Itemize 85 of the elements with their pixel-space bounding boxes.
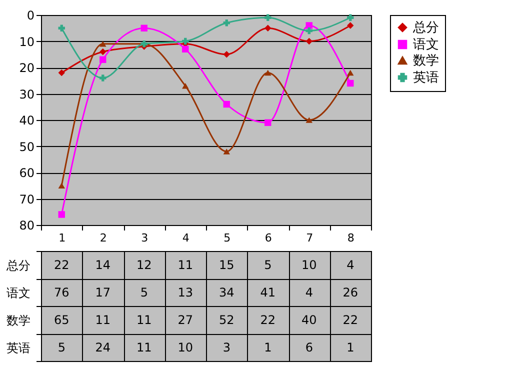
point (182, 46, 189, 52)
data-label: 6 (305, 340, 313, 354)
data-label: 10 (178, 340, 194, 354)
y-tick-label: 0 (26, 8, 34, 22)
x-tick-label: 7 (306, 232, 314, 244)
data-label: 27 (178, 312, 194, 327)
point (58, 69, 65, 76)
y-tick-label: 80 (19, 218, 34, 232)
text: 总分 (6, 258, 30, 272)
x-tick-label: 1 (58, 232, 66, 244)
y-tick-label: 50 (19, 140, 34, 154)
data-label: 22 (342, 312, 358, 327)
data-label: 5 (264, 258, 272, 272)
data-label: 76 (54, 285, 70, 300)
point (58, 24, 65, 32)
data-label: 41 (260, 285, 276, 300)
data-label: 11 (178, 258, 194, 272)
y-tick-label: 70 (19, 192, 34, 206)
data-label: 17 (95, 285, 111, 300)
point (223, 100, 230, 108)
point (347, 70, 354, 76)
text: 数学 (6, 313, 30, 328)
text: 英语 (6, 340, 30, 355)
y-tick-label: 30 (19, 87, 34, 102)
point (264, 24, 272, 32)
y-tick-label: 60 (19, 166, 34, 180)
data-label: 52 (218, 312, 234, 327)
data-label: 14 (95, 258, 111, 272)
data-label: 5 (140, 285, 148, 300)
data-label: 4 (346, 258, 354, 272)
data-label: 11 (95, 312, 111, 327)
y-tick-label: 20 (19, 61, 34, 75)
data-label: 22 (54, 258, 70, 272)
point (264, 119, 272, 126)
data-label: 1 (346, 340, 354, 354)
point (223, 20, 230, 26)
point (58, 182, 65, 189)
data-label: 15 (218, 258, 234, 272)
y-tick-label: 10 (19, 34, 34, 49)
point (223, 148, 230, 154)
point (347, 80, 354, 87)
data-label: 3 (222, 340, 230, 354)
point (264, 14, 272, 21)
data-label: 24 (95, 340, 111, 354)
x-tick-label: 2 (100, 232, 107, 244)
point (140, 24, 148, 32)
y-tick-label: 40 (19, 114, 34, 128)
data-label: 11 (136, 340, 152, 354)
x-tick-label: 5 (224, 232, 231, 244)
point (347, 22, 354, 29)
text: 语文 (6, 286, 30, 300)
data-label: 1 (264, 340, 272, 354)
point (100, 48, 106, 56)
legend-label: 总分 (412, 20, 439, 36)
data-label: 4 (305, 285, 313, 300)
data-label: 26 (342, 285, 358, 300)
data-label: 5 (58, 340, 66, 354)
point (347, 14, 354, 21)
legend-label: 英语 (413, 70, 439, 86)
legend-label: 数学 (413, 54, 439, 68)
point (182, 38, 189, 45)
point (58, 211, 65, 218)
point (306, 22, 312, 29)
data-label: 40 (301, 312, 317, 327)
data-label: 11 (136, 312, 152, 327)
x-tick-label: 6 (264, 232, 272, 244)
data-label: 22 (260, 312, 276, 327)
data-label: 13 (178, 285, 194, 300)
data-label: 34 (218, 285, 234, 300)
point (306, 38, 312, 45)
point (182, 82, 189, 89)
point (100, 56, 106, 63)
data-label: 10 (301, 258, 317, 272)
point (100, 40, 106, 47)
data-label: 12 (136, 258, 152, 272)
x-tick-label: 8 (347, 232, 354, 244)
x-tick-label: 4 (182, 232, 190, 244)
x-tick-label: 3 (141, 232, 148, 244)
data-label: 65 (54, 312, 70, 327)
point (223, 51, 230, 58)
point (306, 27, 312, 34)
point (306, 117, 312, 123)
point (264, 70, 272, 76)
legend-label: 语文 (413, 38, 439, 52)
point (100, 74, 106, 82)
